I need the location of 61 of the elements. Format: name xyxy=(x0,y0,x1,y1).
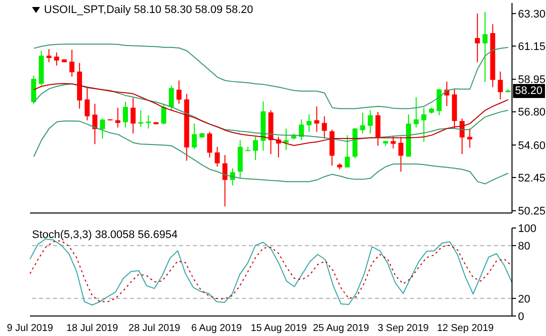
x-tick-label: 15 Aug 2019 xyxy=(250,323,308,334)
y-tick-label: 58.95 xyxy=(518,74,546,86)
candlestick xyxy=(138,110,144,128)
y-tick-label: 52.45 xyxy=(518,172,546,184)
x-tick-label: 3 Sep 2019 xyxy=(378,323,430,334)
candlestick xyxy=(214,146,220,168)
candlestick xyxy=(314,106,320,132)
candlestick xyxy=(467,128,472,148)
y-tick-label: 20 xyxy=(518,293,530,306)
x-tick-label: 25 Aug 2019 xyxy=(312,323,370,334)
x-tick-label: 18 Jul 2019 xyxy=(66,323,118,334)
candlestick xyxy=(284,128,289,151)
x-tick-label: 6 Aug 2019 xyxy=(191,323,242,334)
y-tick-label: 63.30 xyxy=(518,8,546,20)
candlestick xyxy=(192,123,197,150)
candlestick xyxy=(498,71,503,100)
candlestick xyxy=(436,88,442,116)
candlestick xyxy=(168,84,174,111)
candlestick xyxy=(130,98,136,134)
candlestick xyxy=(84,87,90,121)
candlestick xyxy=(344,134,350,168)
candlestick xyxy=(360,112,366,134)
candlestick xyxy=(176,80,182,104)
candlestick xyxy=(122,101,128,128)
x-tick-label: 9 Jul 2019 xyxy=(6,323,54,334)
candlestick xyxy=(306,114,312,132)
candlestick xyxy=(207,131,212,158)
candlestick xyxy=(368,110,373,134)
x-tick-label: 12 Sep 2019 xyxy=(436,323,494,334)
candlestick xyxy=(54,52,60,66)
y-tick-label: 50.25 xyxy=(518,206,546,218)
candlestick xyxy=(222,154,228,207)
candlestick xyxy=(375,111,380,146)
annotation: 58.20 xyxy=(513,84,545,98)
candlestick xyxy=(100,118,106,140)
y-tick-label: 54.60 xyxy=(518,140,546,152)
candlestick xyxy=(92,103,98,145)
candlestick xyxy=(230,168,236,186)
x-tick-label: 28 Jul 2019 xyxy=(128,323,181,334)
y-tick-label: 0 xyxy=(518,310,524,323)
candlestick xyxy=(31,75,36,104)
candlestick xyxy=(474,13,480,63)
candlestick xyxy=(414,96,419,128)
y-tick-label: 56.80 xyxy=(518,106,546,119)
candlestick xyxy=(482,11,488,83)
y-tick-label: 61.15 xyxy=(518,40,546,53)
y-tick-label: 100 xyxy=(518,222,536,235)
candlestick xyxy=(390,135,396,149)
chart-title: USOIL_SPT,Daily 58.10 58.30 58.09 58.20 xyxy=(44,4,254,16)
candlestick xyxy=(421,107,426,142)
candlestick xyxy=(253,136,258,160)
candlestick xyxy=(146,114,151,130)
candlestick xyxy=(322,116,327,140)
chart-title: Stoch(5,3,3) 38.0058 56.6954 xyxy=(32,229,178,241)
candlestick xyxy=(115,107,120,128)
y-tick-label: 80 xyxy=(518,240,530,253)
candlestick xyxy=(69,49,74,78)
candlestick xyxy=(398,136,404,172)
candlestick xyxy=(161,104,166,125)
candlestick xyxy=(46,48,52,63)
candlestick xyxy=(298,118,304,141)
